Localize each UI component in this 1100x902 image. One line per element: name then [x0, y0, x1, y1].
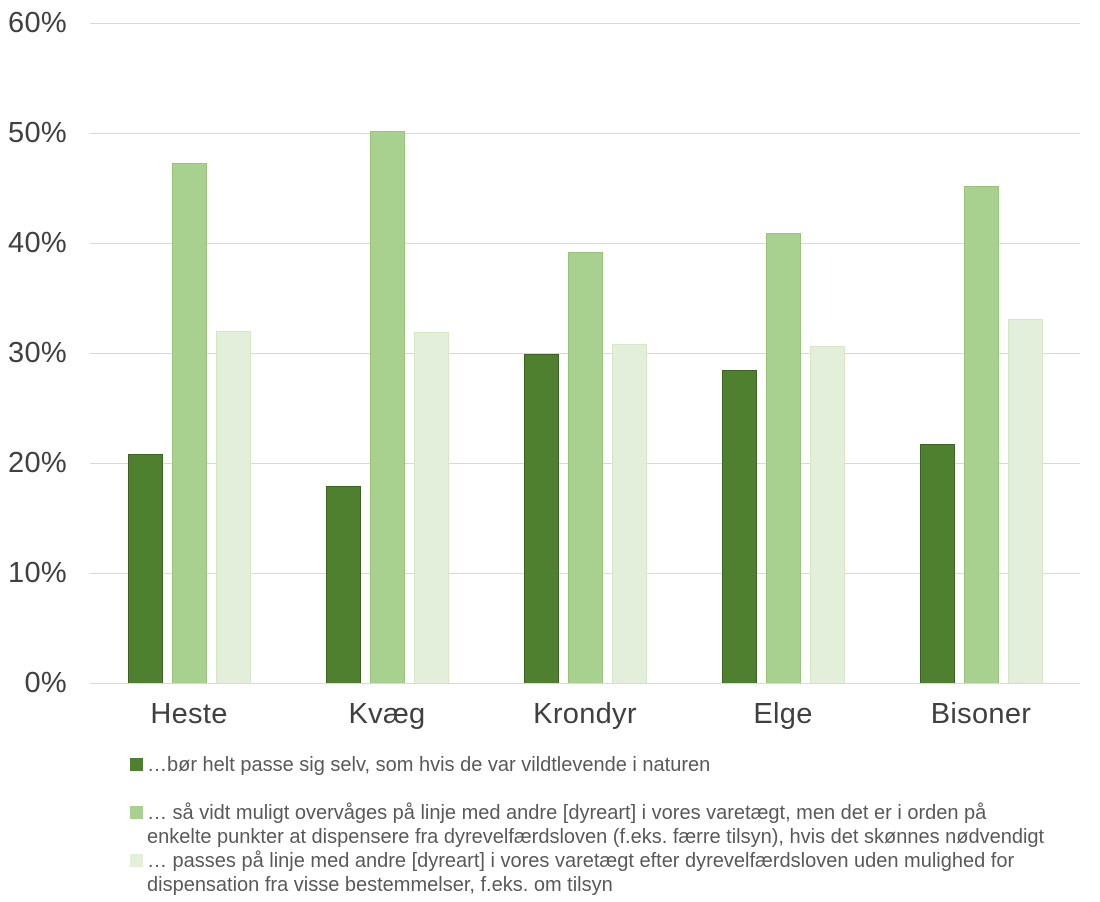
y-tick-label-50: 50%	[8, 117, 67, 149]
bar-krondyr-series-3	[611, 344, 647, 683]
x-category-label-kvæg: Kvæg	[348, 698, 426, 730]
x-category-label-krondyr: Krondyr	[533, 698, 637, 730]
bar-kvæg-series-3	[413, 332, 449, 683]
gridline-40	[90, 243, 1080, 244]
gridline-0	[90, 683, 1080, 684]
bar-heste-series-1	[127, 454, 163, 683]
legend-item-2-line-1: … så vidt muligt overvåges på linje med …	[147, 802, 987, 824]
bar-kvæg-series-2	[369, 130, 405, 683]
bar-krondyr-series-2	[567, 251, 603, 683]
x-category-label-bisoner: Bisoner	[930, 698, 1032, 730]
bar-heste-series-2	[171, 162, 207, 683]
legend-marker-1-icon	[130, 758, 143, 771]
legend-item-3-line-2: dispensation fra visse bestemmelser, f.e…	[147, 874, 613, 896]
bar-elge-series-1	[721, 369, 757, 683]
bar-bisoner-series-1	[919, 444, 955, 683]
x-category-label-heste: Heste	[150, 698, 228, 730]
y-tick-label-40: 40%	[8, 227, 67, 259]
bar-bisoner-series-2	[963, 185, 999, 683]
bar-heste-series-3	[215, 331, 251, 683]
y-tick-label-10: 10%	[8, 557, 67, 589]
legend-marker-2-icon	[130, 806, 143, 819]
bar-kvæg-series-1	[325, 486, 361, 683]
y-tick-label-20: 20%	[8, 447, 67, 479]
legend-item-3: … passes på linje med andre [dyreart] i …	[130, 849, 1030, 897]
legend-item-2: … så vidt muligt overvåges på linje med …	[130, 801, 1045, 849]
x-category-label-elge: Elge	[753, 698, 813, 730]
legend-item-1: …bør helt passe sig selv, som hvis de va…	[130, 753, 1030, 777]
legend-item-3-line-1: … passes på linje med andre [dyreart] i …	[147, 850, 1015, 872]
bar-elge-series-3	[809, 346, 845, 683]
gridline-60	[90, 23, 1080, 24]
legend-item-2-line-2: enkelte punkter at dispensere fra dyreve…	[147, 826, 1045, 848]
bar-bisoner-series-3	[1007, 318, 1043, 683]
legend-marker-3-icon	[130, 854, 143, 867]
bar-krondyr-series-1	[523, 354, 559, 683]
legend-item-1-line-1: …bør helt passe sig selv, som hvis de va…	[147, 754, 711, 776]
legend: …bør helt passe sig selv, som hvis de va…	[130, 753, 1045, 897]
bar-elge-series-2	[765, 233, 801, 683]
gridline-50	[90, 133, 1080, 134]
y-tick-label-60: 60%	[8, 7, 67, 39]
y-tick-label-30: 30%	[8, 337, 67, 369]
y-tick-label-0: 0%	[24, 667, 67, 699]
